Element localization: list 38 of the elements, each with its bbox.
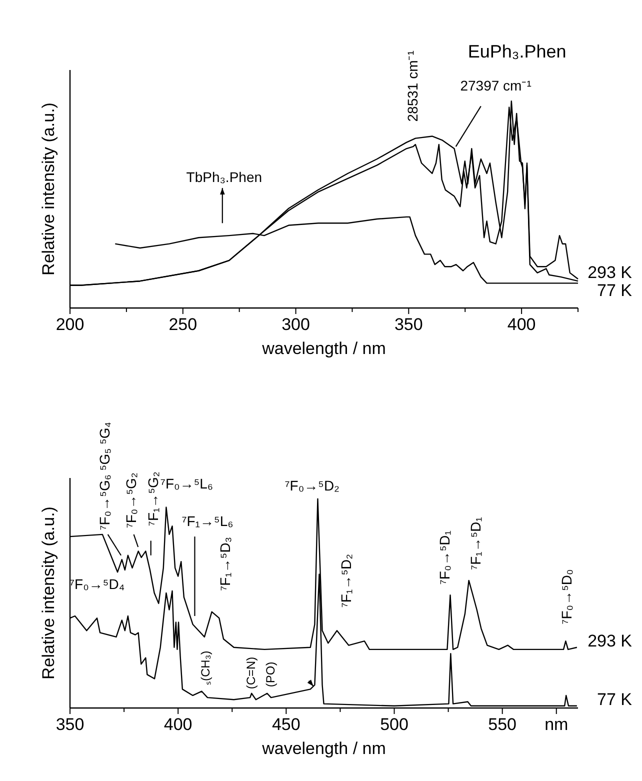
text: 27397 cm⁻¹ [460, 78, 532, 94]
x-tick-label: 400 [507, 315, 536, 334]
annotation: (C=N) [244, 656, 258, 690]
annotation: ⁷F₁→⁵L₆ [182, 513, 234, 530]
text: ⁷F₀→⁵L₆ [160, 475, 214, 492]
series-label: 293 K [588, 263, 633, 282]
text: ⁷F₀→⁵D₂ [284, 478, 340, 494]
x-tick-label: 350 [56, 715, 84, 734]
x-tick-label: 450 [272, 715, 300, 734]
annotation: 28531 cm⁻¹ [404, 50, 421, 122]
annotation: ⁷F₀→⁵D₀ [558, 569, 575, 624]
annotation: ⁷F₀→⁵D₄ [69, 576, 125, 592]
x-tick-label: 250 [168, 315, 198, 334]
x-tick-label: nm [544, 715, 568, 734]
text: EuPh₃.Phen [468, 42, 566, 62]
annotation: ⁷F₀→⁵G₂ [122, 472, 139, 528]
series-label: 77 K [597, 690, 633, 709]
x-axis-title: wavelength / nm [261, 339, 386, 358]
x-tick-label: 300 [282, 315, 310, 334]
annotation: ⁷F₁→⁵D₃ [217, 536, 234, 591]
annotation: ⁷F₁→⁵G₂ [145, 472, 162, 526]
x-tick-label: 200 [56, 315, 84, 334]
series-label: 77 K [597, 281, 633, 300]
x-axis-title: wavelength / nm [261, 739, 386, 758]
annotation: ₛ(CH₃) [198, 650, 213, 685]
annotation: ⁷F₀→⁵D₁ [436, 530, 452, 585]
annotation: (PO) [263, 662, 278, 688]
y-axis-title: Relative intensity (a.u.) [39, 102, 58, 276]
y-axis-title: Relative intensity (a.u.) [39, 506, 58, 680]
x-tick-label: 350 [394, 315, 423, 334]
x-tick-label: 400 [164, 715, 192, 734]
annotation: TbPh₃.Phen [186, 168, 262, 185]
annotation: ⁷F₀→⁵G₆ ⁵G₅ ⁵G₄ [96, 422, 113, 530]
series-label: 293 K [588, 631, 633, 650]
annotation: ⁷F₁→⁵D₂ [338, 554, 354, 608]
x-tick-label: 550 [488, 715, 517, 734]
annotation: ⁷F₁→⁵D₁ [467, 516, 484, 570]
x-tick-label: 500 [380, 715, 408, 734]
